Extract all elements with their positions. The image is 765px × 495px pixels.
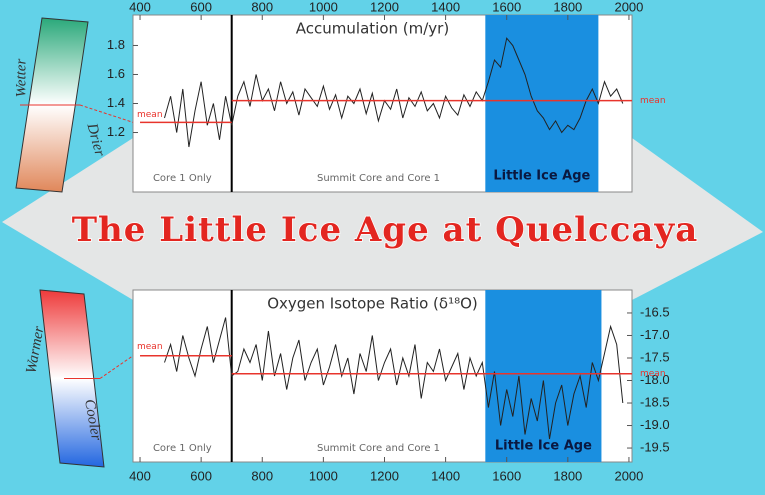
lia-band — [485, 15, 599, 192]
mean-label: mean — [640, 369, 666, 379]
y-tick-label: 1.6 — [107, 66, 125, 81]
region-label: Core 1 Only — [153, 173, 212, 184]
x-tick-label: 800 — [251, 468, 273, 483]
region-label: Core 1 Only — [153, 443, 212, 454]
x-tick-label: 1200 — [370, 0, 399, 14]
x-tick-label: 1600 — [492, 468, 521, 483]
lia-band — [485, 290, 602, 462]
x-tick-label: 400 — [129, 0, 151, 14]
x-tick-label: 1400 — [431, 468, 460, 483]
x-tick-label: 2000 — [614, 0, 643, 14]
region-label: Summit Core and Core 1 — [317, 173, 440, 184]
y-tick-label: 1.8 — [107, 37, 125, 52]
scale-label: Cooler — [81, 398, 104, 442]
y-tick-label: -17.0 — [640, 327, 670, 342]
y-tick-label: -19.0 — [640, 417, 670, 432]
scale-connector — [79, 104, 134, 123]
x-tick-label: 2000 — [614, 468, 643, 483]
y-tick-label: -17.5 — [640, 349, 670, 364]
chart-title: Accumulation (m/yr) — [296, 20, 449, 38]
y-tick-label: -19.5 — [640, 439, 670, 454]
lia-label: Little Ice Age — [495, 439, 592, 454]
x-tick-label: 1800 — [553, 0, 582, 14]
chart-title: Oxygen Isotope Ratio (δ¹⁸O) — [267, 295, 478, 313]
y-tick-label: 1.2 — [107, 124, 125, 139]
y-tick-label: -18.0 — [640, 372, 670, 387]
x-tick-label: 400 — [129, 468, 151, 483]
data-line — [164, 317, 624, 440]
y-tick-label: -18.5 — [640, 394, 670, 409]
x-tick-label: 1000 — [309, 468, 338, 483]
lia-label: Little Ice Age — [493, 169, 590, 184]
mean-label: mean — [137, 110, 163, 120]
y-tick-label: 1.4 — [107, 95, 125, 110]
y-tick-label: -16.5 — [640, 304, 670, 319]
x-tick-label: 800 — [251, 0, 273, 14]
x-tick-label: 600 — [190, 0, 212, 14]
main-title: The Little Ice Age at Quelccaya — [72, 210, 698, 250]
x-tick-label: 1800 — [553, 468, 582, 483]
region-label: Summit Core and Core 1 — [317, 443, 440, 454]
x-tick-label: 1000 — [309, 0, 338, 14]
scale-connector — [99, 355, 134, 379]
x-tick-label: 600 — [190, 468, 212, 483]
x-tick-label: 1600 — [492, 0, 521, 14]
x-tick-label: 1400 — [431, 0, 460, 14]
mean-label: mean — [137, 342, 163, 352]
data-line — [164, 37, 624, 148]
x-tick-label: 1200 — [370, 468, 399, 483]
scale-label: Wetter — [13, 59, 29, 98]
mean-label: mean — [640, 96, 666, 106]
